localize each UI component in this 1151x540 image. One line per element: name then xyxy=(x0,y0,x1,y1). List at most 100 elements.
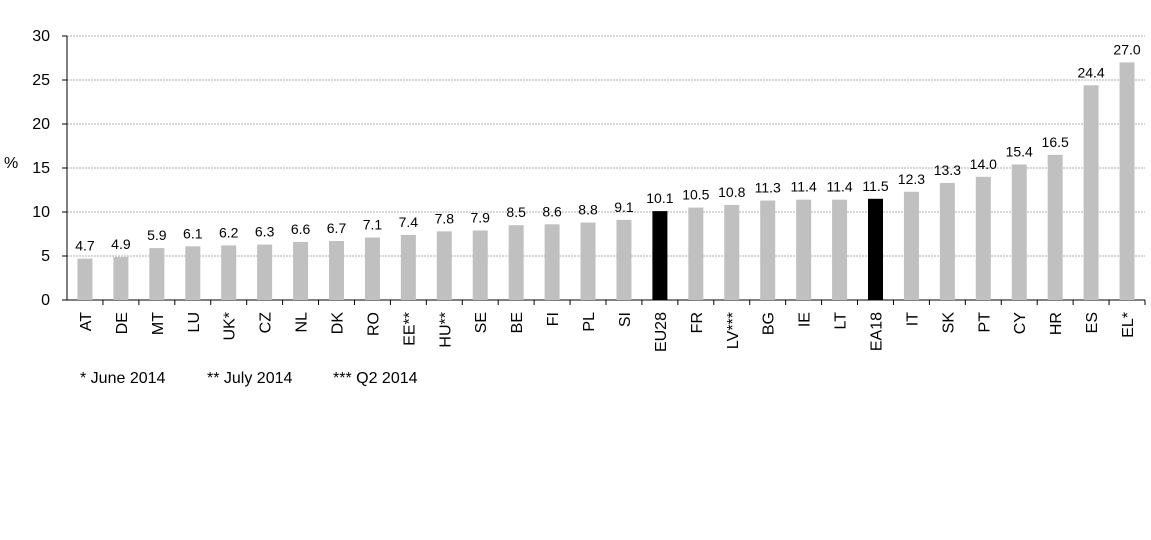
y-axis-label: % xyxy=(4,155,18,172)
value-label: 8.6 xyxy=(542,203,562,219)
category-label: DE xyxy=(114,312,131,334)
value-label: 16.5 xyxy=(1042,134,1069,150)
bar-cy xyxy=(1011,164,1027,300)
value-label: 10.1 xyxy=(646,190,673,206)
category-label: LU xyxy=(186,312,203,332)
category-label: UK* xyxy=(222,312,239,340)
category-label: HR xyxy=(1048,312,1065,335)
category-label: CY xyxy=(1012,312,1029,335)
category-label: RO xyxy=(365,312,382,336)
value-label: 7.1 xyxy=(363,217,383,233)
bar-dk xyxy=(329,241,344,300)
category-label: AT xyxy=(78,312,95,331)
bar-lt xyxy=(832,199,848,300)
value-label: 6.6 xyxy=(291,221,311,237)
bar-at xyxy=(77,258,93,300)
category-label: SE xyxy=(473,312,490,333)
value-label: 7.4 xyxy=(399,214,419,230)
category-label: PT xyxy=(976,312,993,333)
category-label: EL* xyxy=(1120,312,1137,338)
value-label: 11.5 xyxy=(862,178,888,194)
category-label: IE xyxy=(797,312,814,327)
y-tick-label: 20 xyxy=(32,116,50,133)
value-label: 5.9 xyxy=(147,227,167,243)
bar-hu xyxy=(436,231,452,300)
bar-es xyxy=(1083,85,1099,300)
bar-fr xyxy=(688,207,704,300)
gridlines xyxy=(67,35,1145,257)
bar-fi xyxy=(544,224,560,300)
category-label: FR xyxy=(689,312,706,333)
value-label: 4.7 xyxy=(75,238,95,254)
bar-de xyxy=(113,256,129,300)
value-label: 14.0 xyxy=(970,156,997,172)
category-label: EA18 xyxy=(869,312,886,351)
y-tick-label: 5 xyxy=(41,248,50,265)
value-label: 7.9 xyxy=(470,209,490,225)
value-label: 7.8 xyxy=(435,210,455,226)
value-label: 15.4 xyxy=(1006,143,1033,159)
value-label: 6.3 xyxy=(255,224,275,240)
bar-uk xyxy=(221,245,237,300)
value-label: 6.7 xyxy=(327,220,347,236)
footnote-july: ** July 2014 xyxy=(207,370,293,387)
y-tick-label: 15 xyxy=(32,160,50,177)
bar-eu28 xyxy=(652,211,668,300)
y-tick-label: 30 xyxy=(32,28,50,45)
category-label: BG xyxy=(761,312,778,335)
value-label: 11.3 xyxy=(755,180,781,196)
bar-cz xyxy=(257,244,273,300)
bar-nl xyxy=(293,241,309,300)
bar-se xyxy=(472,230,488,300)
value-label: 9.1 xyxy=(614,199,634,215)
bar-hr xyxy=(1047,154,1063,300)
bar-be xyxy=(508,225,524,300)
bar-bg xyxy=(760,200,776,300)
category-label: BE xyxy=(509,312,526,333)
category-label: DK xyxy=(330,312,347,335)
category-labels: AT DE MT LU UK* CZ NL DK RO EE** HU** SE BE FI PL SI EU2… xyxy=(78,312,1137,352)
value-label: 13.3 xyxy=(934,162,961,178)
value-label: 10.8 xyxy=(718,184,745,200)
bar-el xyxy=(1119,62,1135,301)
bar-ea18 xyxy=(868,198,883,300)
value-label: 11.4 xyxy=(826,179,852,195)
y-tick-label: 10 xyxy=(32,204,50,221)
category-label: CZ xyxy=(258,312,275,334)
value-label: 4.9 xyxy=(111,236,131,252)
value-label: 24.4 xyxy=(1077,64,1104,80)
bar-it xyxy=(903,191,919,300)
footnote-june: * June 2014 xyxy=(80,370,166,387)
category-label: MT xyxy=(150,312,167,335)
bar-lu xyxy=(185,246,201,300)
y-tick-label: 25 xyxy=(32,72,50,89)
value-label: 27.0 xyxy=(1113,41,1140,57)
bar-ie xyxy=(796,199,812,300)
category-label: SI xyxy=(617,312,634,327)
y-tick-label: 0 xyxy=(41,292,50,309)
category-label: LV*** xyxy=(725,312,742,349)
bar-pt xyxy=(975,176,991,300)
footnote-q2: *** Q2 2014 xyxy=(333,370,418,387)
bars xyxy=(77,62,1146,305)
bar-mt xyxy=(149,248,165,300)
category-label: PL xyxy=(581,312,598,332)
bar-sk xyxy=(939,182,955,300)
value-labels: 4.7 4.9 5.9 6.1 6.2 6.3 6.6 6.7 7.1 7.4 7.8 7.9 8.5 8… xyxy=(75,41,1141,253)
category-label: EU28 xyxy=(653,312,670,352)
category-label: ES xyxy=(1084,312,1101,333)
category-label: NL xyxy=(294,312,311,333)
value-label: 11.4 xyxy=(791,179,817,195)
category-label: FI xyxy=(545,312,562,326)
value-label: 8.8 xyxy=(578,202,598,218)
value-label: 6.1 xyxy=(183,225,203,241)
bar-lv xyxy=(724,204,740,300)
category-label: EE** xyxy=(401,312,418,346)
value-label: 12.3 xyxy=(898,171,925,187)
category-label: SK xyxy=(940,312,957,334)
value-label: 6.2 xyxy=(219,224,239,240)
bar-ee xyxy=(400,234,416,300)
value-label: 8.5 xyxy=(506,204,526,220)
value-label: 10.5 xyxy=(682,187,709,203)
